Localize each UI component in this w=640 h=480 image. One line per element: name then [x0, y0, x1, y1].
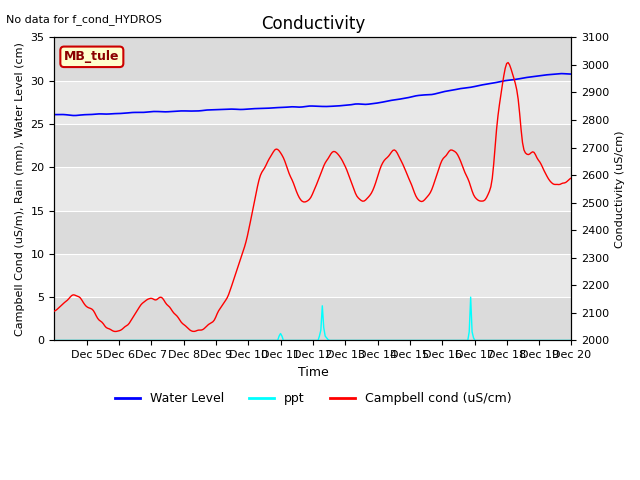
X-axis label: Time: Time: [298, 366, 328, 379]
Bar: [54, 211, 572, 254]
Bar: [54, 81, 572, 124]
Bar: [54, 167, 572, 211]
Title: Conductivity: Conductivity: [261, 15, 365, 33]
Bar: [54, 297, 572, 340]
Bar: [54, 254, 572, 297]
Text: MB_tule: MB_tule: [64, 50, 120, 63]
Y-axis label: Conductivity (uS/cm): Conductivity (uS/cm): [615, 130, 625, 248]
Bar: [54, 37, 572, 81]
Text: No data for f_cond_HYDROS: No data for f_cond_HYDROS: [6, 14, 163, 25]
Y-axis label: Campbell Cond (uS/m), Rain (mm), Water Level (cm): Campbell Cond (uS/m), Rain (mm), Water L…: [15, 42, 25, 336]
Bar: [54, 124, 572, 167]
Legend: Water Level, ppt, Campbell cond (uS/cm): Water Level, ppt, Campbell cond (uS/cm): [109, 387, 516, 410]
